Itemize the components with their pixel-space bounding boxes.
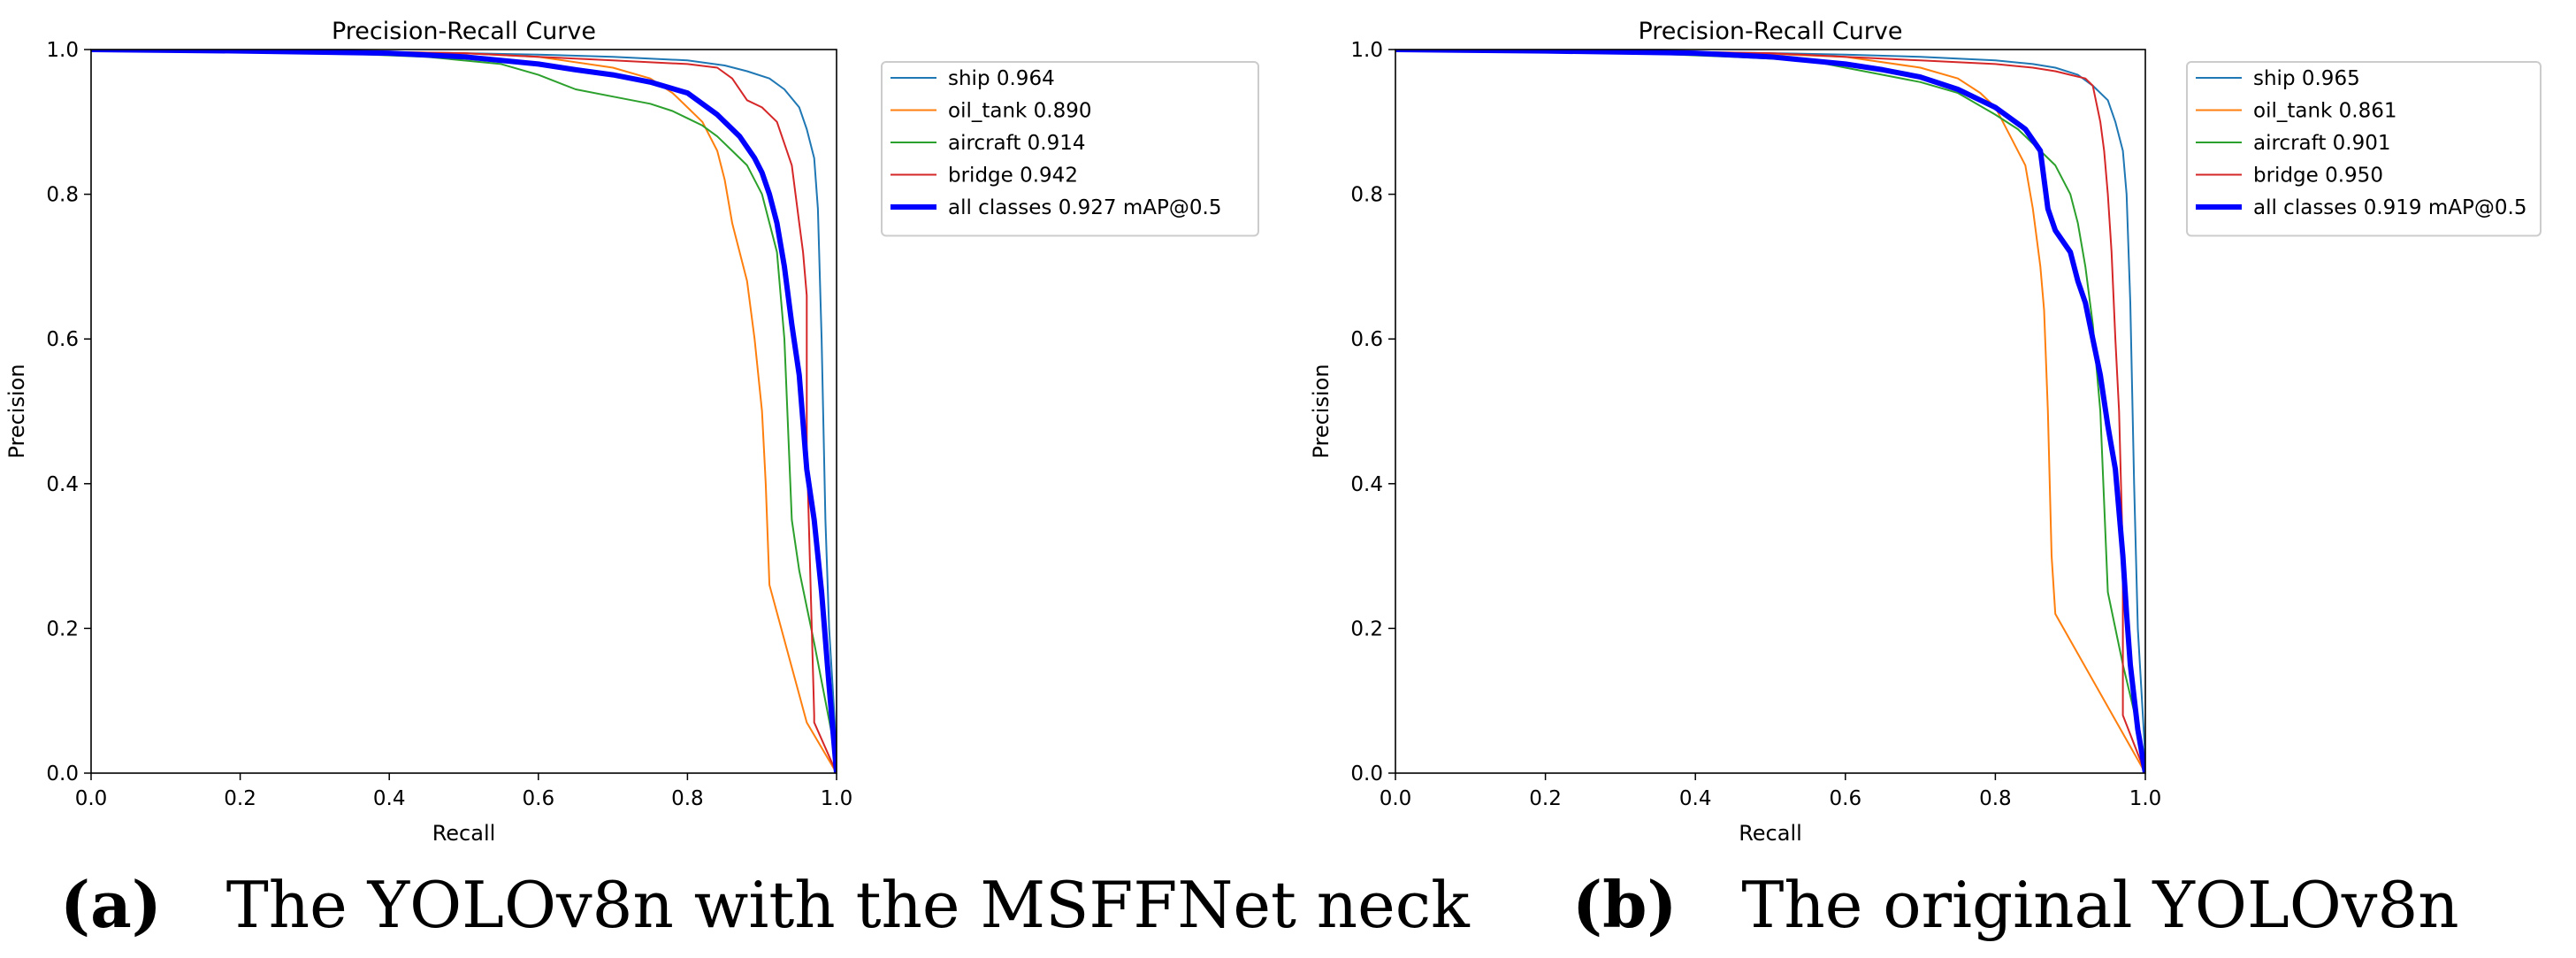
- caption-a-text: The YOLOv8n with the MSFFNet neck: [225, 868, 1470, 942]
- caption-b-text: The original YOLOv8n: [1741, 868, 2459, 942]
- series-line-ship: [1395, 50, 2145, 759]
- caption-a: (a) The YOLOv8n with the MSFFNet neck: [60, 867, 1470, 942]
- legend-label: bridge 0.942: [948, 165, 1078, 188]
- x-tick-label: 0.8: [1979, 787, 2012, 810]
- y-tick-label: 0.6: [46, 328, 79, 351]
- chart-title: Precision-Recall Curve: [332, 18, 596, 45]
- y-tick-label: 1.0: [1350, 39, 1383, 62]
- series-line-ship: [91, 50, 837, 752]
- x-axis-label: Recall: [1739, 821, 1802, 846]
- caption-a-letter: (a): [60, 867, 162, 942]
- series-line-oil-tank: [1395, 50, 2145, 773]
- legend-label: ship 0.964: [948, 67, 1055, 90]
- y-tick-label: 1.0: [46, 39, 79, 62]
- x-tick-label: 0.4: [373, 787, 406, 810]
- x-tick-label: 0.0: [75, 787, 108, 810]
- series-line-bridge: [1395, 50, 2145, 773]
- legend-label: oil_tank 0.890: [948, 100, 1092, 123]
- y-tick-label: 0.8: [1350, 184, 1383, 207]
- chart-panel-a: Precision-Recall Curve 0.0 0.2 0.4 0.6 0.8 1.0…: [4, 18, 1259, 846]
- x-tick-label: 0.0: [1380, 787, 1412, 810]
- y-tick-label: 0.2: [1350, 617, 1383, 640]
- x-tick-label: 1.0: [2129, 787, 2162, 810]
- y-tick-label: 0.2: [46, 617, 79, 640]
- y-tick-label: 0.6: [1350, 328, 1383, 351]
- plot-frame: [1395, 49, 2146, 774]
- legend-label: aircraft 0.901: [2253, 132, 2391, 155]
- y-tick-label: 0.0: [46, 763, 79, 786]
- legend-label: oil_tank 0.861: [2253, 100, 2397, 123]
- x-tick-label: 0.2: [224, 787, 256, 810]
- y-axis-label: Precision: [4, 364, 29, 458]
- x-tick-label: 0.8: [671, 787, 704, 810]
- series-line-aircraft: [1395, 50, 2145, 759]
- y-tick-label: 0.4: [46, 473, 79, 496]
- legend-label: bridge 0.950: [2253, 165, 2383, 188]
- series-line-all-classes: [91, 50, 837, 773]
- series-line-bridge: [91, 50, 837, 773]
- x-axis-label: Recall: [432, 821, 496, 846]
- legend-label: all classes 0.919 mAP@0.5: [2253, 196, 2526, 219]
- series-line-all-classes: [1395, 50, 2145, 773]
- legend-box: [881, 61, 1259, 237]
- x-tick-label: 0.2: [1529, 787, 1562, 810]
- legend-label: all classes 0.927 mAP@0.5: [948, 196, 1221, 219]
- y-tick-label: 0.8: [46, 184, 79, 207]
- y-tick-label: 0.4: [1350, 473, 1383, 496]
- x-tick-label: 0.6: [1830, 787, 1862, 810]
- x-tick-label: 1.0: [821, 787, 853, 810]
- legend-box: [2186, 61, 2542, 237]
- x-tick-label: 0.4: [1679, 787, 1712, 810]
- caption-b-letter: (b): [1572, 867, 1678, 942]
- legend-label: aircraft 0.914: [948, 132, 1086, 155]
- series-line-oil-tank: [91, 50, 837, 773]
- plot-frame: [90, 49, 837, 774]
- caption-b: (b) The original YOLOv8n: [1572, 867, 2459, 942]
- series-line-aircraft: [91, 50, 837, 759]
- chart-panel-b: Precision-Recall Curve 0.0 0.2 0.4 0.6 0.8 1.0…: [1309, 18, 2542, 846]
- chart-title: Precision-Recall Curve: [1638, 18, 1902, 45]
- y-tick-label: 0.0: [1350, 763, 1383, 786]
- legend-label: ship 0.965: [2253, 67, 2360, 90]
- x-tick-label: 0.6: [523, 787, 555, 810]
- y-axis-label: Precision: [1309, 364, 1334, 458]
